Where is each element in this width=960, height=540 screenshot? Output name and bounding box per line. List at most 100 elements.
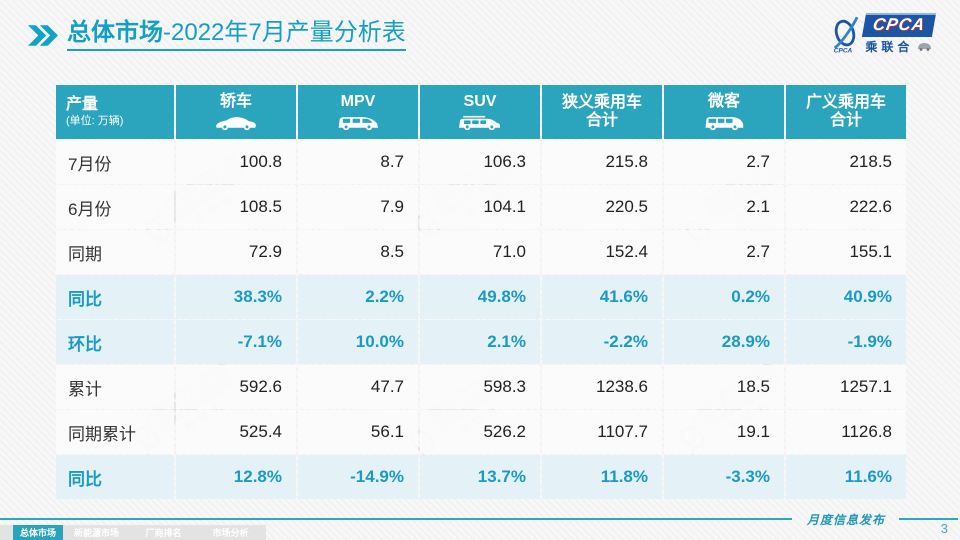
- table-cell: 72.9: [176, 230, 296, 274]
- cpca-logo-chinese: 乘联合: [865, 40, 914, 54]
- table-cell: 106.3: [420, 140, 540, 184]
- footer-tab-3[interactable]: 厂商排名: [145, 528, 182, 538]
- table-cell: 218.5: [786, 140, 906, 184]
- corner-label: 产量: [66, 95, 99, 113]
- table-cell: 49.8%: [420, 275, 540, 319]
- table-cell: 592.6: [176, 365, 296, 409]
- table-cell: 71.0: [420, 230, 540, 274]
- table-cell: 525.4: [176, 410, 296, 454]
- row-label: 同比: [56, 275, 174, 319]
- row-label: 累计: [56, 365, 174, 409]
- cpca-logo-box: CPCA: [861, 13, 937, 37]
- column-label-line2: 合计: [585, 112, 618, 129]
- table-cell: 1126.8: [786, 410, 906, 454]
- cpca-logo-acronym: CPCA: [871, 15, 927, 34]
- column-header-3: SUV: [420, 85, 540, 139]
- table-cell: 2.1%: [420, 320, 540, 364]
- row-label: 同比: [56, 455, 174, 499]
- svg-text:CPCA: CPCA: [834, 48, 853, 54]
- page-title-primary: 总体市场: [67, 19, 163, 46]
- table-cell: 11.6%: [786, 455, 906, 499]
- cpca-logo: CPCA CPCA 乘联合: [831, 13, 937, 55]
- table-cell: 41.6%: [542, 275, 662, 319]
- table-cell: 220.5: [542, 185, 662, 229]
- table-cell: 12.8%: [176, 455, 296, 499]
- table-cell: 2.1: [664, 185, 784, 229]
- page-title: 总体市场-2022年7月产量分析表: [67, 19, 406, 52]
- table-cell: 108.5: [176, 185, 296, 229]
- column-label: MPV: [340, 93, 376, 111]
- table-cell: 8.5: [298, 230, 418, 274]
- sedan-icon: [211, 113, 260, 131]
- table-cell: 19.1: [664, 410, 784, 454]
- page-title-secondary: -2022年7月产量分析表: [163, 19, 406, 46]
- production-table: 产量 (单位: 万辆) 轿车 MPV SUV 狭义乘用车 合计 微客 广义乘用车 合计 7月份 1…: [56, 85, 906, 499]
- column-label: SUV: [463, 93, 497, 111]
- column-header-1: 轿车: [176, 85, 296, 139]
- table-cell: 47.7: [298, 365, 418, 409]
- table-cell: 222.6: [786, 185, 906, 229]
- column-label: 轿车: [219, 93, 252, 111]
- row-label: 环比: [56, 320, 174, 364]
- table-cell: 10.0%: [298, 320, 418, 364]
- table-cell: 215.8: [542, 140, 662, 184]
- table-cell: -1.9%: [786, 320, 906, 364]
- page-number: 3: [940, 521, 948, 536]
- table-cell: 100.8: [176, 140, 296, 184]
- table-cell: 11.8%: [542, 455, 662, 499]
- small-car-icon: [918, 43, 932, 51]
- table-cell: 2.2%: [298, 275, 418, 319]
- table-cell: -7.1%: [176, 320, 296, 364]
- publication-label: 月度信息发布: [806, 513, 885, 527]
- table-cell: 2.7: [664, 230, 784, 274]
- row-label: 7月份: [56, 140, 174, 184]
- table-cell: -3.3%: [664, 455, 784, 499]
- table-cell: 1257.1: [786, 365, 906, 409]
- table-cell: 152.4: [542, 230, 662, 274]
- column-header-2: MPV: [298, 85, 418, 139]
- cpca-swirl-icon: CPCA: [834, 16, 859, 54]
- row-label: 6月份: [56, 185, 174, 229]
- column-header-5: 微客: [664, 85, 784, 139]
- column-header-4: 狭义乘用车 合计: [542, 85, 662, 139]
- table-corner-header: 产量 (单位: 万辆): [56, 85, 174, 139]
- column-label-line2: 合计: [829, 112, 862, 129]
- table-cell: 28.9%: [664, 320, 784, 364]
- table-cell: 18.5: [664, 365, 784, 409]
- table-cell: 56.1: [298, 410, 418, 454]
- footer-rule-left: [0, 518, 792, 520]
- footer-tab-2[interactable]: 新能源市场: [73, 528, 119, 538]
- column-label: 广义乘用车: [805, 93, 886, 111]
- table-cell: 598.3: [420, 365, 540, 409]
- column-header-6: 广义乘用车 合计: [786, 85, 906, 139]
- table-cell: 1238.6: [542, 365, 662, 409]
- table-cell: 526.2: [420, 410, 540, 454]
- table-cell: -14.9%: [298, 455, 418, 499]
- table-cell: 8.7: [298, 140, 418, 184]
- table-cell: 0.2%: [664, 275, 784, 319]
- table-cell: 155.1: [786, 230, 906, 274]
- suv-icon: [455, 113, 504, 131]
- footer-tab-1[interactable]: 总体市场: [13, 525, 63, 540]
- table-cell: 104.1: [420, 185, 540, 229]
- table-cell: 1107.7: [542, 410, 662, 454]
- mpv-icon: [333, 113, 382, 131]
- table-cell: 13.7%: [420, 455, 540, 499]
- slide-header: 总体市场-2022年7月产量分析表: [28, 19, 406, 52]
- footer-tab-4[interactable]: 市场分析: [212, 528, 249, 538]
- double-chevron-icon: [28, 25, 58, 46]
- microvan-icon: [699, 113, 748, 131]
- table-cell: 2.7: [664, 140, 784, 184]
- table-cell: 7.9: [298, 185, 418, 229]
- column-label: 狭义乘用车: [561, 93, 642, 111]
- column-label: 微客: [707, 93, 740, 111]
- row-label: 同期: [56, 230, 174, 274]
- corner-unit: (单位: 万辆): [66, 115, 124, 128]
- footer-rule-right: [899, 518, 958, 520]
- table-cell: 40.9%: [786, 275, 906, 319]
- table-cell: -2.2%: [542, 320, 662, 364]
- row-label: 同期累计: [56, 410, 174, 454]
- footer-nav-tabs: 总体市场 新能源市场 厂商排名 市场分析: [0, 525, 266, 540]
- table-cell: 38.3%: [176, 275, 296, 319]
